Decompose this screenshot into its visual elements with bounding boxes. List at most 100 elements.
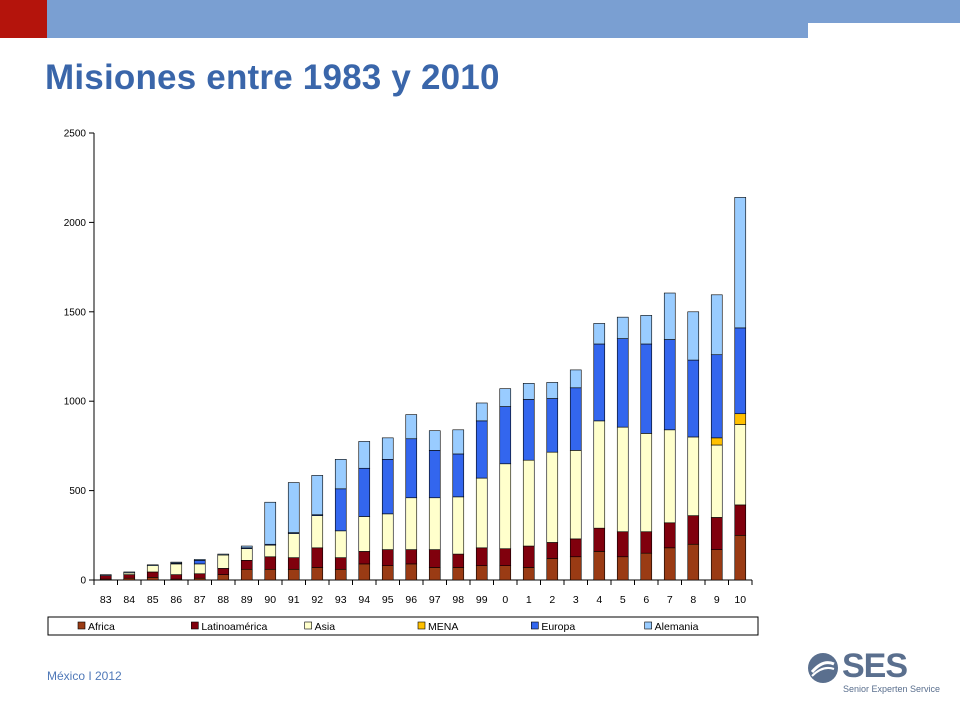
legend-swatch [417, 621, 426, 630]
x-tick-label: 10 [734, 594, 746, 606]
x-tick-label: 86 [170, 594, 182, 606]
bar-segment [264, 544, 277, 558]
bar-segment [640, 531, 653, 554]
bar-segment [217, 568, 230, 575]
bar-segment [734, 424, 747, 506]
legend-swatch [531, 621, 539, 630]
bar-segment [616, 338, 629, 428]
bar-segment [287, 568, 300, 581]
bar-segment [616, 426, 629, 533]
bar-segment [710, 354, 723, 439]
bar-segment [687, 515, 700, 545]
bar-segment [146, 571, 159, 578]
bar-segment [499, 463, 512, 550]
bar-segment [334, 557, 347, 570]
header-bar-red [0, 0, 47, 38]
bar-segment [710, 294, 723, 356]
bar-segment [616, 316, 629, 339]
bar-segment [358, 551, 371, 565]
bar-segment [287, 557, 300, 570]
bar-segment [475, 547, 488, 566]
bar-segment [264, 568, 277, 581]
legend-label: Alemania [655, 621, 699, 633]
bar-segment [569, 538, 582, 558]
ses-logo: SES Senior Experten Service [806, 647, 940, 697]
bar-segment [146, 565, 159, 573]
bar-segment [217, 553, 230, 556]
bar-segment [663, 522, 676, 549]
legend-swatch [191, 621, 199, 630]
x-tick-label: 91 [288, 594, 300, 606]
bar-segment [640, 552, 653, 581]
bar-segment [546, 382, 559, 399]
bar-segment [546, 542, 559, 559]
bar-segment [170, 563, 183, 575]
bar-segment [240, 560, 253, 570]
bar-segment [687, 436, 700, 516]
bar-segment [663, 339, 676, 431]
legend-swatch [77, 621, 86, 630]
x-tick-label: 9 [714, 594, 720, 606]
page-title: Misiones entre 1983 y 2010 [45, 58, 500, 97]
bar-segment [428, 430, 441, 451]
x-tick-label: 92 [311, 594, 323, 606]
bar-segment [452, 567, 465, 581]
bar-segment [358, 516, 371, 552]
y-tick-label: 500 [69, 486, 86, 497]
bar-segment [569, 450, 582, 540]
x-tick-label: 5 [620, 594, 626, 606]
bar-segment [522, 545, 535, 568]
x-tick-label: 87 [194, 594, 206, 606]
header-bar-blue [47, 0, 808, 38]
bar-segment [687, 543, 700, 581]
bar-segment [311, 547, 324, 568]
bar-segment [358, 441, 371, 469]
x-tick-label: 88 [217, 594, 229, 606]
bar-segment [123, 571, 136, 574]
bar-segment [428, 567, 441, 581]
bar-segment [240, 548, 253, 561]
bar-segment [569, 369, 582, 389]
bar-segment [99, 575, 112, 580]
bar-segment [734, 504, 747, 536]
bar-segment [311, 475, 324, 516]
bar-segment [358, 563, 371, 581]
bar-segment [475, 420, 488, 479]
bar-segment [522, 567, 535, 581]
bar-segment [499, 388, 512, 407]
bar-segment [663, 292, 676, 340]
bar-segment [522, 383, 535, 400]
bar-segment [146, 577, 159, 581]
bar-segment [217, 554, 230, 569]
bar-segment [405, 414, 418, 440]
bar-segment [405, 438, 418, 499]
bar-segment [593, 420, 606, 529]
bar-segment [311, 515, 324, 549]
bar-segment [334, 568, 347, 581]
bar-segment [264, 556, 277, 570]
bar-segment [710, 444, 723, 518]
y-tick-label: 1500 [64, 307, 87, 318]
bar-segment [381, 459, 394, 515]
y-tick-label: 2500 [64, 129, 87, 140]
legend-swatch [644, 621, 652, 630]
bar-segment [334, 530, 347, 558]
x-tick-label: 90 [264, 594, 276, 606]
bar-segment [710, 517, 723, 550]
bar-segment [405, 497, 418, 550]
x-tick-label: 0 [502, 594, 508, 606]
x-tick-label: 96 [405, 594, 417, 606]
x-tick-label: 6 [643, 594, 649, 606]
bar-segment [593, 323, 606, 345]
x-tick-label: 99 [476, 594, 488, 606]
bar-segment [734, 327, 747, 415]
x-tick-label: 95 [382, 594, 394, 606]
bar-segment [546, 398, 559, 453]
legend-label: Africa [88, 621, 115, 633]
x-tick-label: 84 [123, 594, 135, 606]
bar-segment [381, 513, 394, 550]
bar-segment [475, 565, 488, 581]
bar-segment [287, 533, 300, 558]
footer-text: México I 2012 [47, 669, 122, 683]
